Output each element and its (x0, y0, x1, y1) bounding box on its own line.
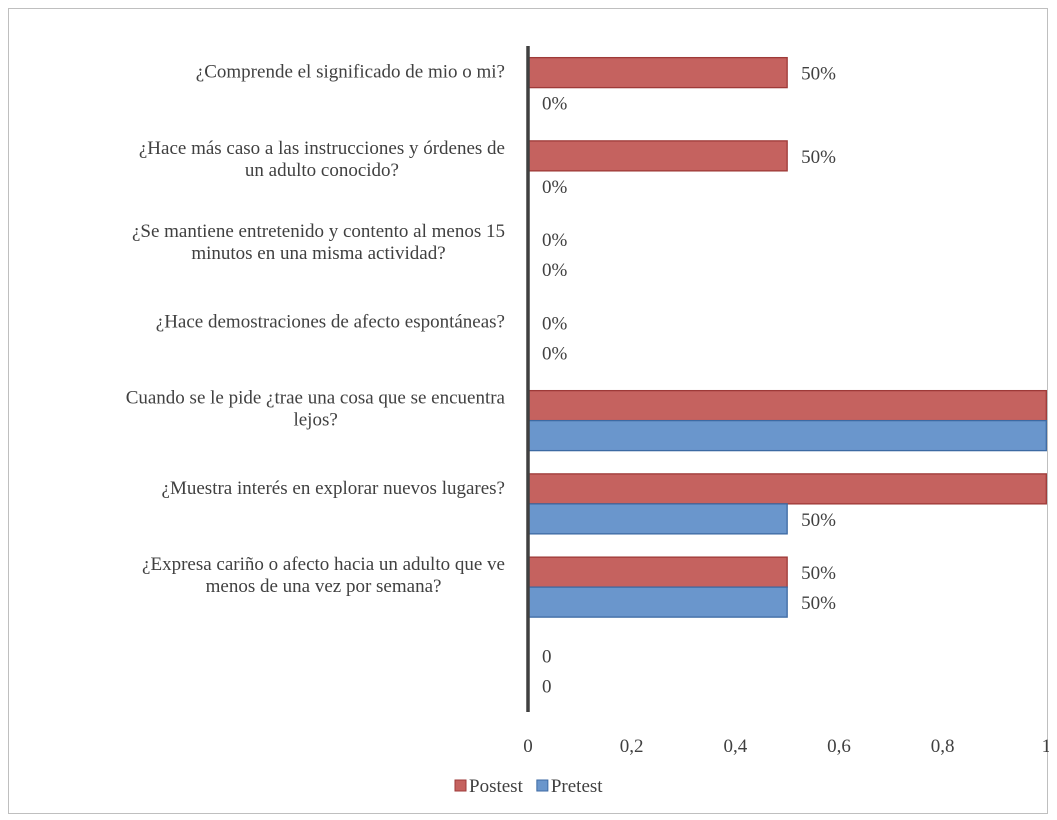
x-tick-label-5: 1 (1042, 736, 1049, 757)
value-label-pretest-5: 50% (801, 510, 836, 531)
bar-postest-1 (527, 140, 788, 172)
category-label-1-1: un adulto conocido? (245, 160, 399, 181)
value-label-postest-6: 50% (801, 563, 836, 584)
bar-postest-0 (527, 56, 788, 89)
x-tick-label-1: 0,2 (620, 736, 644, 757)
value-label-pretest-3: 0% (542, 343, 568, 364)
category-label-4-1: lejos? (293, 410, 337, 431)
value-label-postest-1: 50% (801, 147, 836, 168)
category-label-2-1: minutos en una misma actividad? (191, 243, 445, 264)
bar-postest-5 (527, 473, 1047, 505)
category-label-6-0: ¿Expresa cariño o afecto hacia un adulto… (142, 554, 505, 575)
category-label-5-0: ¿Muestra interés en explorar nuevos luga… (162, 478, 505, 499)
value-label-pretest-2: 0% (542, 260, 568, 281)
legend-label-postest: Postest (469, 776, 524, 797)
category-label-1-0: ¿Hace más caso a las instrucciones y órd… (139, 138, 505, 159)
bar-chart: 50% 0% ¿Comprende el significado de mio o … (126, 46, 1049, 797)
legend-label-pretest: Pretest (551, 776, 603, 797)
x-tick-label-0: 0 (523, 736, 533, 757)
x-tick-label-2: 0,4 (723, 736, 747, 757)
category-label-3-0: ¿Hace demostraciones de afecto espontáne… (156, 311, 505, 332)
x-tick-label-3: 0,6 (827, 736, 851, 757)
bar-pretest-4 (527, 419, 1047, 452)
legend-swatch-pretest (536, 779, 549, 792)
bar-postest-4 (527, 389, 1047, 422)
category-label-0-0: ¿Comprende el significado de mio o mi? (196, 62, 505, 83)
chart-frame: 50% 0% ¿Comprende el significado de mio o … (8, 8, 1049, 814)
bar-postest-6 (527, 556, 788, 588)
value-label-postest-2: 0% (542, 230, 568, 251)
value-label-pretest-7: 0 (542, 676, 552, 697)
value-label-pretest-6: 50% (801, 593, 836, 614)
value-label-postest-7: 0 (542, 646, 552, 667)
category-label-4-0: Cuando se le pide ¿trae una cosa que se … (126, 388, 506, 409)
category-label-2-0: ¿Se mantiene entretenido y contento al m… (132, 221, 505, 242)
value-label-pretest-0: 0% (542, 94, 568, 115)
value-label-postest-3: 0% (542, 313, 568, 334)
value-label-pretest-1: 0% (542, 177, 568, 198)
value-label-postest-0: 50% (801, 64, 836, 85)
bar-pretest-6 (527, 586, 788, 618)
bar-pretest-5 (527, 503, 788, 535)
category-label-6-1: menos de una vez por semana? (206, 576, 442, 597)
x-tick-label-4: 0,8 (931, 736, 955, 757)
legend-swatch-postest (454, 779, 467, 792)
